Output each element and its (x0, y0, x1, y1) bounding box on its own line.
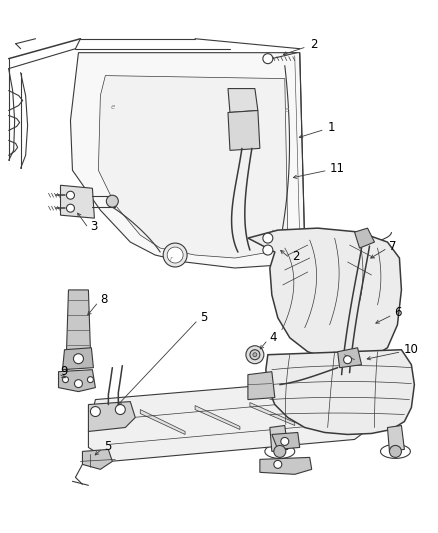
Polygon shape (388, 425, 404, 451)
Text: 7: 7 (389, 239, 397, 253)
Text: 6: 6 (395, 306, 402, 319)
Circle shape (253, 353, 257, 357)
Circle shape (343, 356, 352, 364)
Circle shape (90, 407, 100, 416)
Text: 8: 8 (100, 293, 108, 306)
Circle shape (106, 195, 118, 207)
Circle shape (63, 377, 68, 383)
Polygon shape (71, 53, 305, 268)
Circle shape (74, 379, 82, 387)
Polygon shape (305, 400, 345, 422)
Polygon shape (250, 402, 295, 425)
Text: 4: 4 (270, 332, 277, 344)
Polygon shape (60, 185, 95, 218)
Polygon shape (195, 406, 240, 430)
Circle shape (263, 245, 273, 255)
Polygon shape (63, 348, 93, 370)
Text: 2: 2 (310, 38, 317, 51)
Polygon shape (228, 88, 258, 112)
Polygon shape (260, 457, 312, 474)
Circle shape (389, 446, 401, 457)
Text: 5: 5 (200, 311, 208, 325)
Polygon shape (99, 76, 288, 258)
Polygon shape (270, 425, 288, 451)
Text: 5: 5 (104, 440, 112, 453)
Polygon shape (88, 401, 135, 432)
Polygon shape (248, 372, 275, 400)
Circle shape (281, 438, 289, 446)
Circle shape (67, 204, 74, 212)
Circle shape (250, 350, 260, 360)
Polygon shape (248, 228, 401, 362)
Polygon shape (338, 348, 361, 368)
Circle shape (263, 233, 273, 243)
Text: r: r (170, 256, 173, 262)
Circle shape (246, 346, 264, 364)
Text: e: e (285, 108, 289, 114)
Circle shape (163, 243, 187, 267)
Circle shape (274, 446, 286, 457)
Polygon shape (88, 378, 374, 462)
Circle shape (115, 405, 125, 415)
Circle shape (88, 377, 93, 383)
Polygon shape (59, 370, 95, 392)
Polygon shape (272, 432, 300, 449)
Circle shape (274, 461, 282, 469)
Polygon shape (355, 228, 374, 248)
Circle shape (67, 191, 74, 199)
Polygon shape (67, 290, 90, 352)
Polygon shape (228, 110, 260, 150)
Text: 1: 1 (328, 121, 335, 134)
Polygon shape (82, 449, 112, 470)
Circle shape (74, 354, 83, 364)
Text: e: e (110, 103, 115, 109)
Text: 10: 10 (403, 343, 418, 356)
Text: 2: 2 (292, 249, 299, 263)
Polygon shape (266, 350, 414, 434)
Polygon shape (140, 409, 185, 434)
Text: 9: 9 (60, 365, 68, 378)
Circle shape (167, 247, 183, 263)
Circle shape (263, 54, 273, 63)
Text: 11: 11 (330, 162, 345, 175)
Text: 3: 3 (90, 220, 98, 232)
